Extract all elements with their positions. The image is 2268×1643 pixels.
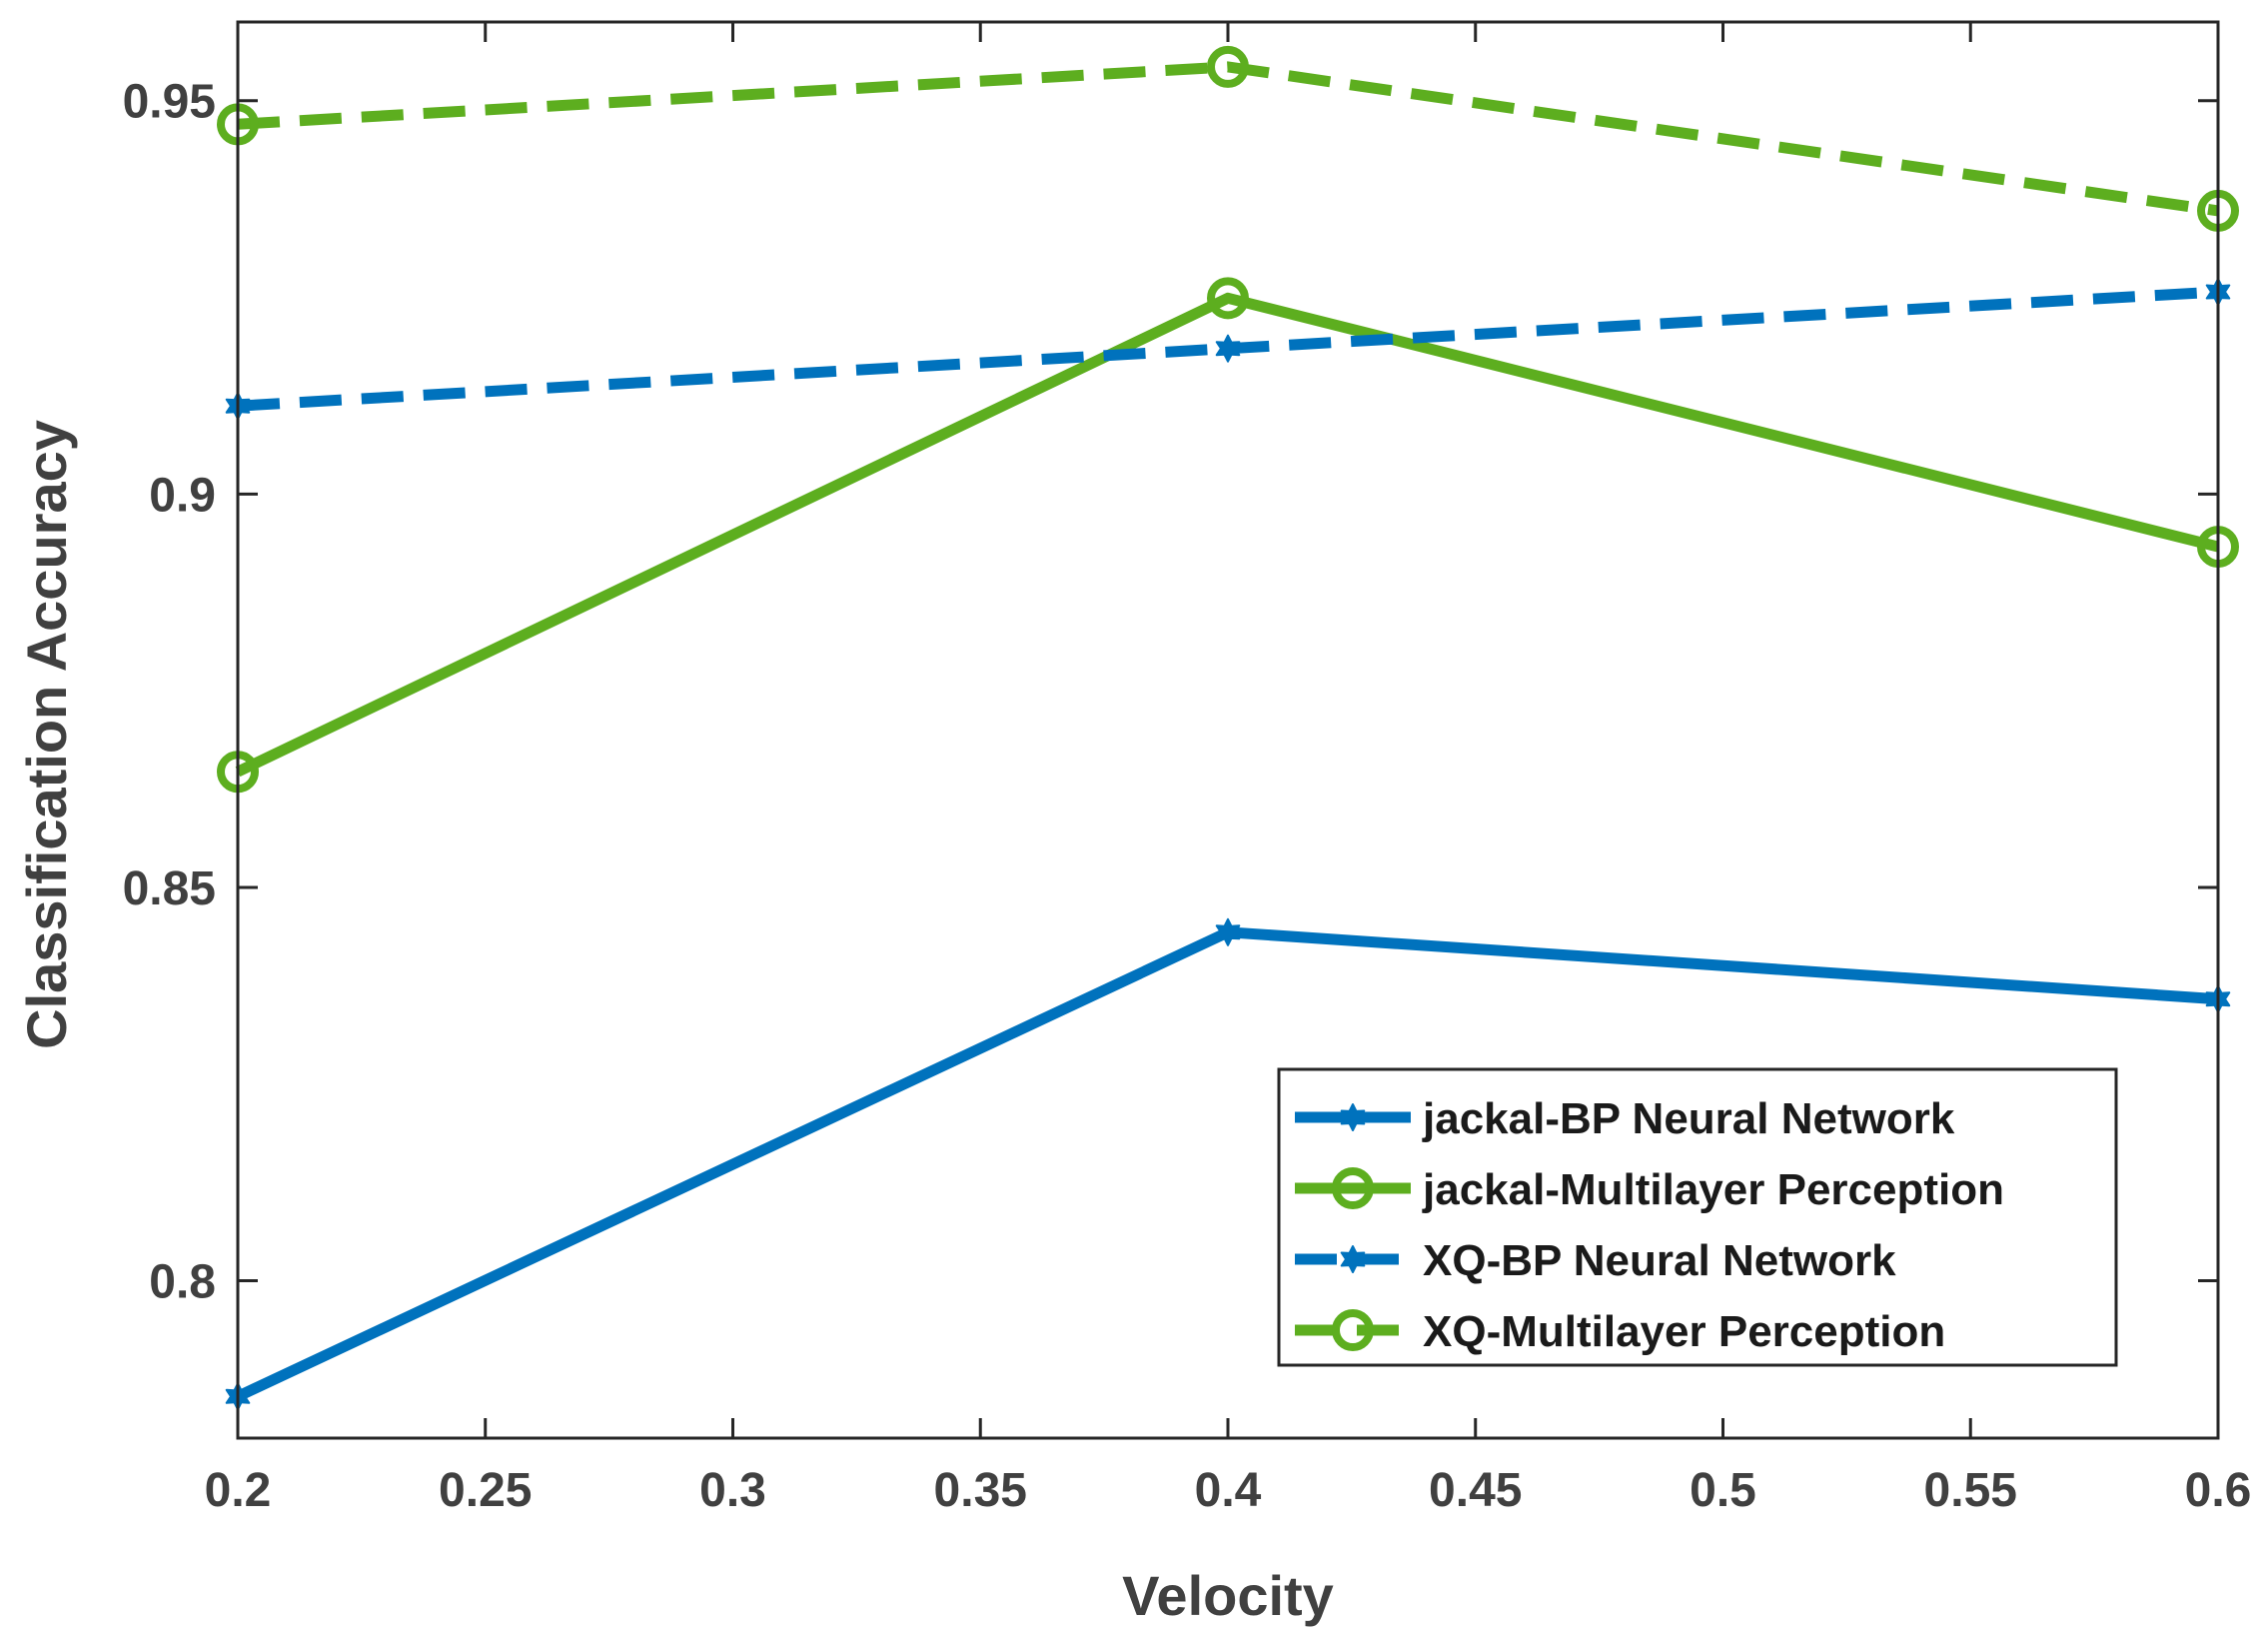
ticks-layer: 0.2 0.25 0.3 0.35 0.4 0.45 0.5 0.55 0.6 0.8 0.85 0.… [123,22,2252,1517]
x-axis-label: Velocity [1122,1564,1334,1627]
series-4 [217,45,2239,232]
legend-label: XQ-BP Neural Network [1423,1236,1896,1285]
y-tick-label: 0.85 [123,862,216,915]
legend-box [1277,1067,2118,1367]
legend-label: jackal-Multilayer Perception [1422,1165,2004,1214]
legend-entry-3: XQ-BP Neural Network [1295,1236,1896,1285]
legend-marker [1332,1167,1374,1209]
legend-entry-1: jackal-BP Neural Network [1295,1094,1955,1143]
x-tick-label: 0.45 [1429,1464,1522,1517]
legend-label: jackal-BP Neural Network [1422,1094,1955,1143]
x-tick-label: 0.3 [699,1464,766,1517]
series-line [237,61,2219,217]
data-point [1207,45,1249,88]
legend-entry-2: jackal-Multilayer Perception [1295,1165,2004,1214]
x-tick-label: 0.5 [1690,1464,1756,1517]
data-point [1215,917,1241,946]
data-point [1207,277,1249,320]
y-tick-label: 0.95 [123,76,216,129]
x-tick-label: 0.35 [934,1464,1027,1517]
series-line [235,292,2220,778]
y-axis-label: Classification Accuracy [15,420,78,1049]
legend-entry-4: XQ-Multilayer Perception [1295,1307,1945,1356]
x-tick-label: 0.2 [205,1464,272,1517]
y-tick-label: 0.8 [149,1256,216,1309]
legend-marker [1340,1245,1366,1273]
y-tick-label: 0.9 [149,469,216,522]
legend-label: XQ-Multilayer Perception [1423,1307,1945,1356]
legend-marker [1340,1103,1366,1131]
x-tick-label: 0.6 [2185,1464,2252,1517]
x-tick-label: 0.4 [1195,1464,1262,1517]
x-tick-label: 0.55 [1924,1464,2017,1517]
legend: jackal-BP Neural Network jackal-Multilaye… [1277,1067,2118,1367]
x-tick-label: 0.25 [439,1464,532,1517]
legend-marker [1332,1309,1374,1351]
data-point [1215,334,1241,363]
series-layer [217,45,2239,1411]
